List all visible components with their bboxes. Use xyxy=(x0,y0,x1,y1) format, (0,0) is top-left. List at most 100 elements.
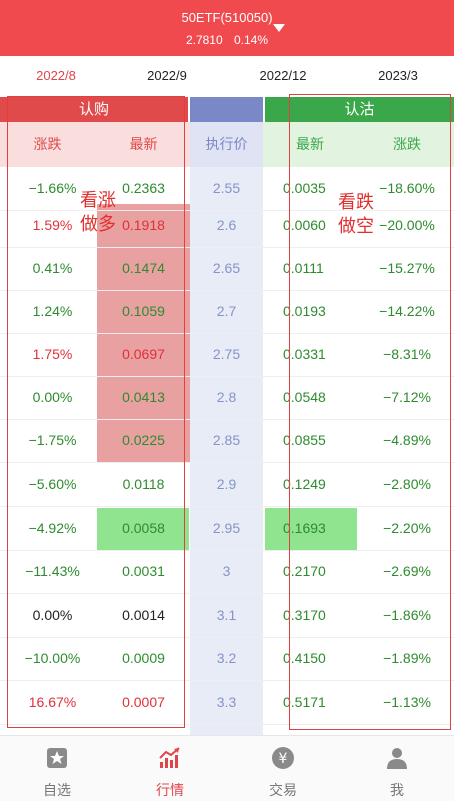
dropdown-arrow-icon[interactable] xyxy=(273,24,285,32)
col-put-latest: 最新 xyxy=(296,136,324,152)
put-latest-cell: 0.0193 xyxy=(283,303,326,319)
table-row[interactable]: 1.59% 0.1918 2.6 0.0060 −20.00% xyxy=(0,204,454,248)
call-latest-cell: 0.0058 xyxy=(122,520,165,536)
nav-item-market[interactable]: 行情 xyxy=(120,736,220,801)
underlying-quote: 2.7810 0.14% xyxy=(0,33,454,47)
put-group-header: 认沽 xyxy=(265,97,454,122)
tab-expiry-1[interactable]: 2022/8 xyxy=(36,68,76,83)
col-strike: 执行价 xyxy=(205,136,248,152)
put-latest-cell: 0.2170 xyxy=(283,563,326,579)
put-latest-cell: 0.0060 xyxy=(283,217,326,233)
put-change-cell: −2.20% xyxy=(383,520,431,536)
call-change-cell: −1.75% xyxy=(28,432,77,448)
call-latest-cell: 0.0225 xyxy=(122,432,165,448)
star-icon xyxy=(47,748,67,768)
call-change-cell: −4.92% xyxy=(28,520,77,536)
call-latest-cell: 0.1474 xyxy=(122,260,165,276)
table-row[interactable]: −11.43% 0.0031 3 0.2170 −2.69% xyxy=(0,550,454,594)
put-change-cell: −1.89% xyxy=(383,650,431,666)
call-latest-cell: 0.0118 xyxy=(122,476,165,492)
tab-expiry-4[interactable]: 2023/3 xyxy=(378,68,418,83)
call-latest-cell: 0.0413 xyxy=(122,389,165,405)
strike-cell: 2.6 xyxy=(216,217,237,233)
call-annotation-text: 看涨 做多 xyxy=(80,190,116,234)
call-annotation-box xyxy=(7,96,185,728)
put-latest-cell: 0.1693 xyxy=(283,520,326,536)
nav-item-trade[interactable]: ¥ 交易 xyxy=(233,736,333,801)
put-annotation-text: 看跌 做空 xyxy=(338,192,374,236)
put-change-cell: −2.80% xyxy=(383,476,431,492)
table-row[interactable]: 1.24% 0.1059 2.7 0.0193 −14.22% xyxy=(0,290,454,334)
put-latest-cell: 0.0855 xyxy=(283,432,326,448)
tab-expiry-2[interactable]: 2022/9 xyxy=(147,68,187,83)
table-row[interactable]: 1.75% 0.0697 2.75 0.0331 −8.31% xyxy=(0,333,454,377)
bottom-nav: 自选 行情 ¥ 交易 我 xyxy=(0,735,454,801)
put-change-cell: −1.13% xyxy=(383,694,431,710)
person-icon xyxy=(387,748,407,769)
underlying-change: 0.14% xyxy=(234,33,269,47)
call-change-cell: 0.00% xyxy=(32,607,73,623)
table-row[interactable]: −1.75% 0.0225 2.85 0.0855 −4.89% xyxy=(0,419,454,463)
put-latest-cell: 0.0331 xyxy=(283,346,326,362)
put-change-cell: −14.22% xyxy=(379,303,435,319)
call-latest-cell: 0.0007 xyxy=(122,694,165,710)
call-change-cell: 0.41% xyxy=(32,260,73,276)
put-change-cell: −1.86% xyxy=(383,607,431,623)
strike-header-bg xyxy=(190,122,263,167)
table-row[interactable]: −5.60% 0.0118 2.9 0.1249 −2.80% xyxy=(0,463,454,507)
put-header-bg xyxy=(263,122,454,167)
table-row[interactable]: 0.41% 0.1474 2.65 0.0111 −15.27% xyxy=(0,247,454,291)
call-change-cell: 1.75% xyxy=(32,346,73,362)
call-latest-cell: 0.1059 xyxy=(122,303,165,319)
call-atm-highlight xyxy=(97,508,189,551)
nav-item-watchlist[interactable]: 自选 xyxy=(7,736,107,801)
call-latest-cell: 0.0697 xyxy=(122,346,165,362)
strike-cell: 2.9 xyxy=(216,476,237,492)
table-row[interactable]: −4.92% 0.0058 2.95 0.1693 −2.20% xyxy=(0,507,454,551)
put-atm-highlight xyxy=(265,508,357,551)
table-row[interactable]: 0.00% 0.0413 2.8 0.0548 −7.12% xyxy=(0,376,454,420)
put-change-cell: −4.89% xyxy=(383,432,431,448)
tab-expiry-3[interactable]: 2022/12 xyxy=(259,68,307,83)
strike-column-bg xyxy=(190,167,263,735)
col-put-change: 涨跌 xyxy=(393,136,421,152)
put-change-cell: −20.00% xyxy=(379,217,435,233)
call-latest-cell: 0.0014 xyxy=(122,607,165,623)
call-latest-cell: 0.1918 xyxy=(122,217,165,233)
put-latest-cell: 0.3170 xyxy=(283,607,326,623)
strike-cell: 3.3 xyxy=(216,694,237,710)
strike-cell: 2.95 xyxy=(212,520,241,536)
top-bar: 50ETF(510050) 2.7810 0.14% xyxy=(0,0,454,56)
put-latest-cell: 0.5171 xyxy=(283,694,326,710)
put-change-cell: −2.69% xyxy=(383,563,431,579)
expiry-tabs: 2022/8 2022/9 2022/12 2023/3 xyxy=(0,56,454,96)
strike-cell: 2.75 xyxy=(212,346,241,362)
call-latest-cell: 0.0009 xyxy=(122,650,165,666)
put-change-cell: −7.12% xyxy=(383,389,431,405)
strike-cell: 3.2 xyxy=(216,650,237,666)
table-row[interactable]: 0.00% 0.0014 3.1 0.3170 −1.86% xyxy=(0,594,454,638)
call-change-cell: −11.43% xyxy=(25,563,80,579)
call-change-cell: −5.60% xyxy=(28,476,77,492)
col-call-latest: 最新 xyxy=(129,136,158,152)
put-latest-cell: 0.1249 xyxy=(283,476,326,492)
call-change-cell: −10.00% xyxy=(24,650,81,666)
put-change-cell: −18.60% xyxy=(379,180,435,196)
call-group-header: 认购 xyxy=(0,97,188,122)
table-row[interactable]: −1.66% 0.2363 2.55 0.0035 −18.60% xyxy=(0,167,454,211)
call-change-cell: −1.66% xyxy=(28,180,77,196)
table-row[interactable]: −10.00% 0.0009 3.2 0.4150 −1.89% xyxy=(0,637,454,681)
call-change-cell: 0.00% xyxy=(32,389,73,405)
yen-icon: ¥ xyxy=(272,747,294,769)
call-header-bg xyxy=(0,122,190,167)
strike-cell: 2.8 xyxy=(216,389,237,405)
strike-cell: 3.1 xyxy=(216,607,237,623)
table-row[interactable]: 16.67% 0.0007 3.3 0.5171 −1.13% xyxy=(0,681,454,725)
underlying-title[interactable]: 50ETF(510050) xyxy=(181,10,273,25)
strike-cell: 2.55 xyxy=(212,180,241,196)
col-call-change: 涨跌 xyxy=(33,136,62,152)
put-latest-cell: 0.4150 xyxy=(283,650,326,666)
call-latest-cell: 0.0031 xyxy=(122,563,165,579)
nav-item-me[interactable]: 我 xyxy=(347,736,447,801)
call-latest-cell: 0.2363 xyxy=(122,180,165,196)
